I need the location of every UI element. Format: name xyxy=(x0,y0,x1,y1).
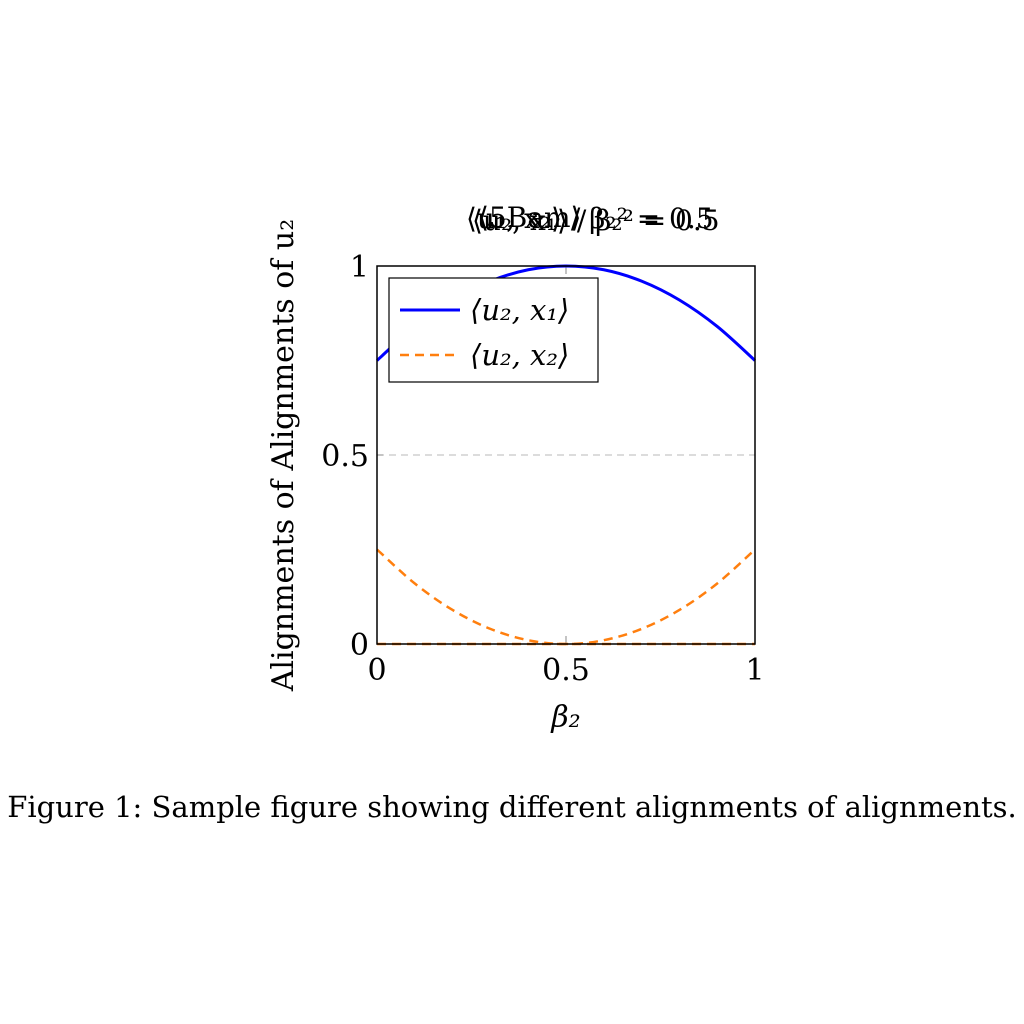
x-axis-label: β₂ xyxy=(550,700,580,735)
title-fragment-2: ⟨u₂, x₁⟩ / β₂² = 0.5 xyxy=(472,204,720,237)
chart-title-overlap: ⟨u₁, x₂⟩ / β₂² = 0.5 ⟨u₂, x₁⟩ / β₂² = 0.… xyxy=(466,201,720,237)
legend: ⟨u₂, x₁⟩ ⟨u₂, x₂⟩ xyxy=(388,277,599,383)
y-axis-label: Alignments of Alignments of u₂ xyxy=(266,219,301,693)
legend-box xyxy=(388,277,599,383)
legend-entry-series-1: ⟨u₂, x₁⟩ xyxy=(470,293,569,327)
x-tick-label: 1 xyxy=(745,653,764,688)
y-tick-label: 0 xyxy=(350,628,369,663)
title-fragment-1: ⟨u₁, x₂⟩ / β₂² = 0.5 xyxy=(466,202,714,235)
y-tick-label: 1 xyxy=(350,250,369,285)
tick-labels: 0 0.5 1 0 0.5 1 xyxy=(321,250,764,688)
plot-frame xyxy=(376,265,756,645)
x-tick-label: 0.5 xyxy=(542,653,590,688)
y-tick-label: 0.5 xyxy=(321,439,369,474)
legend-entry-series-2: ⟨u₂, x₂⟩ xyxy=(470,338,569,372)
x-tick-label: 0 xyxy=(367,653,386,688)
series-line-2 xyxy=(376,548,756,646)
figure-caption: Figure 1: Sample figure showing differen… xyxy=(7,790,1017,824)
title-fragment-3: ⟨5Bam⟩ xyxy=(478,201,581,234)
